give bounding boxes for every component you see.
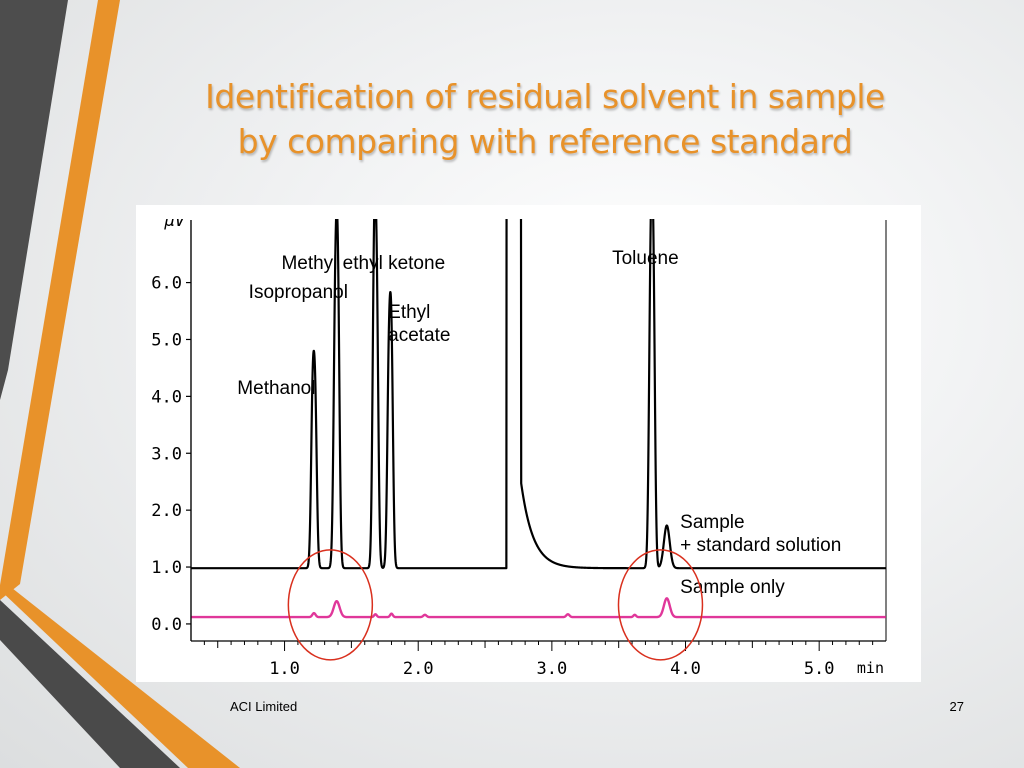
peak-annotation: acetate — [388, 325, 450, 346]
dark-gray-bar — [0, 0, 68, 400]
y-tick-label: 2.0 — [151, 501, 182, 521]
sample-plus-standard-trace — [190, 205, 887, 570]
x-tick-label: 4.0 — [670, 659, 701, 679]
peak-annotation: Ethyl — [388, 302, 430, 323]
peak-annotation: Isopropanol — [249, 282, 348, 303]
orange-bar — [0, 0, 120, 600]
y-tick-label: 0.0 — [151, 615, 182, 635]
y-tick-label: 5.0 — [151, 330, 182, 350]
slide-title: Identification of residual solvent in sa… — [130, 74, 960, 164]
lower-orange-bar — [0, 588, 240, 768]
x-tick-label: 3.0 — [537, 659, 568, 679]
peak-annotation: + standard solution — [680, 535, 841, 556]
sample-only-trace — [190, 597, 887, 619]
slide-number: 27 — [949, 699, 964, 714]
y-tick-label: 3.0 — [151, 444, 182, 464]
x-tick-label: 1.0 — [269, 659, 300, 679]
peak-annotation: Sample — [680, 512, 744, 533]
lower-dark-bar — [0, 600, 180, 768]
title-line-1: Identification of residual solvent in sa… — [205, 77, 885, 116]
x-axis-unit-label: min — [857, 659, 884, 677]
top-clip-rect — [136, 205, 921, 219]
footer-company: ACI Limited — [230, 699, 298, 714]
highlight-circle — [287, 549, 374, 661]
y-tick-label: 6.0 — [151, 274, 182, 294]
y-tick-label: 4.0 — [151, 387, 182, 407]
peak-annotation: Methyl ethyl ketone — [281, 253, 445, 274]
x-tick-label: 2.0 — [403, 659, 434, 679]
chromatogram-panel: 0.0 1.0 2.0 3.0 4.0 5.0 6.0 µV 1.0 2.0 3.0 4.0 5.0 mi… — [136, 205, 921, 682]
y-tick-label: 1.0 — [151, 558, 182, 578]
peak-annotation: Sample only — [680, 577, 785, 598]
peak-annotation: Toluene — [612, 248, 679, 269]
x-tick-label: 5.0 — [804, 659, 835, 679]
highlight-circle — [617, 549, 704, 661]
title-line-2: by comparing with reference standard — [237, 122, 853, 161]
peak-annotation: Methanol — [237, 378, 315, 399]
